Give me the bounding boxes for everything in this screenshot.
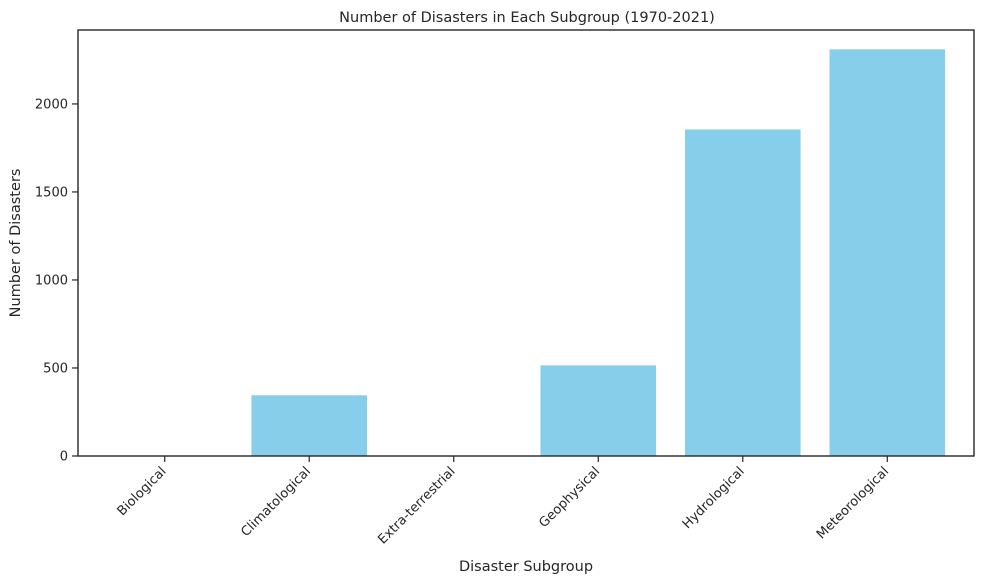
- y-tick-label: 500: [43, 361, 68, 376]
- x-tick-label: Biological: [115, 464, 170, 519]
- y-tick-label: 1000: [35, 273, 68, 288]
- y-axis: 0 500 1000 1500 2000: [35, 97, 78, 465]
- x-tick-label: Geophysical: [536, 464, 603, 531]
- bar-hydrological: [684, 129, 801, 456]
- bar-geophysical: [540, 365, 657, 456]
- bar-climatological: [251, 395, 368, 456]
- x-tick-label: Extra-terrestrial: [375, 464, 458, 547]
- chart-title: Number of Disasters in Each Subgroup (19…: [339, 10, 715, 26]
- y-tick-label: 1500: [35, 185, 68, 200]
- y-tick-label: 0: [60, 450, 68, 465]
- x-tick-label: Climatological: [238, 464, 314, 540]
- x-axis: Biological Climatological Extra-terrestria…: [115, 456, 892, 547]
- x-axis-label: Disaster Subgroup: [459, 559, 593, 575]
- x-tick-label: Meteorological: [814, 464, 892, 542]
- bars-group: [106, 49, 946, 456]
- y-tick-label: 2000: [35, 97, 68, 112]
- x-tick-label: Hydrological: [680, 464, 748, 532]
- plot-frame: [77, 29, 975, 457]
- y-axis-label: Number of Disasters: [8, 169, 24, 318]
- bar-meteorological: [829, 49, 946, 456]
